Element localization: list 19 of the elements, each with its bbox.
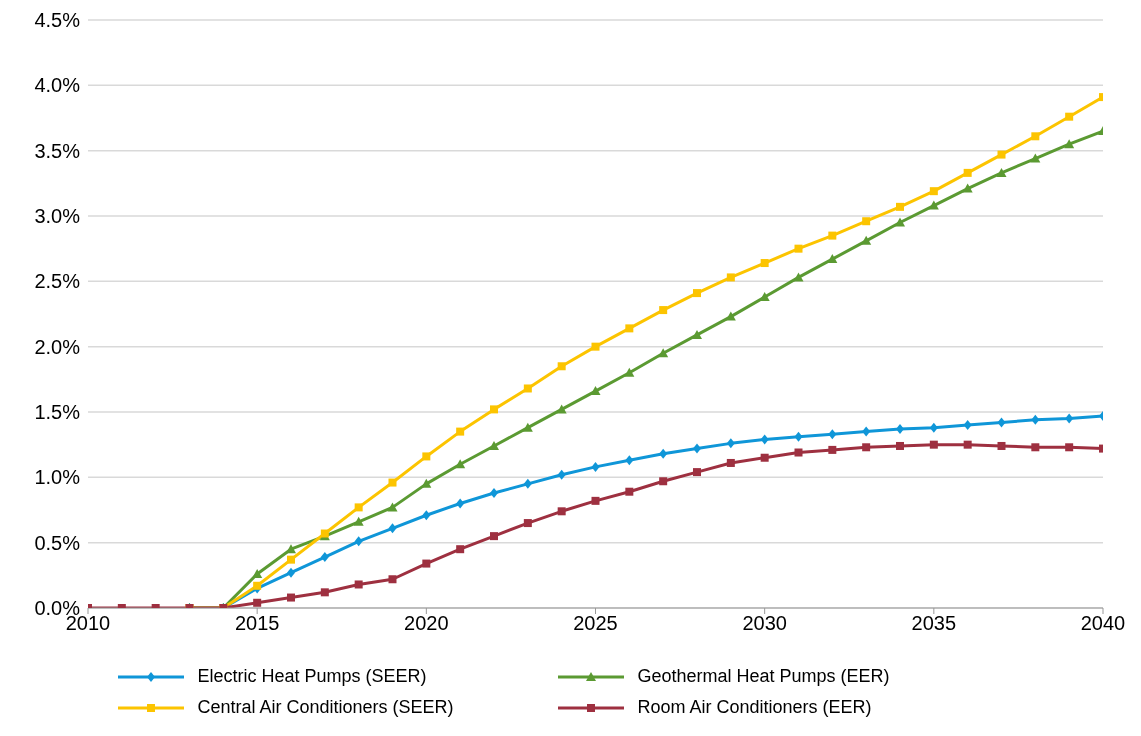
y-tick-label: 1.0%: [34, 466, 81, 489]
y-tick-label: 2.0%: [34, 335, 81, 358]
legend-label: Central Air Conditioners (SEER): [197, 697, 454, 718]
x-tick-label: 2030: [742, 612, 787, 635]
y-tick-label: 4.0%: [34, 74, 81, 97]
x-tick-label: 2015: [234, 612, 280, 635]
x-tick-label: 2025: [573, 612, 618, 635]
legend-label: Geothermal Heat Pumps (EER): [637, 666, 890, 687]
y-tick-label: 0.5%: [34, 531, 81, 554]
y-tick-label: 3.0%: [34, 205, 81, 228]
y-tick-label: 4.5%: [34, 9, 81, 32]
x-tick-label: 2035: [911, 612, 957, 635]
x-tick-label: 2020: [404, 612, 449, 635]
y-tick-label: 3.5%: [34, 139, 81, 162]
y-tick-label: 1.5%: [34, 401, 81, 424]
x-tick-label: 2040: [1080, 612, 1126, 635]
legend-label: Electric Heat Pumps (SEER): [197, 666, 427, 687]
y-tick-label: 2.5%: [34, 270, 81, 293]
legend-label: Room Air Conditioners (EER): [637, 697, 872, 718]
